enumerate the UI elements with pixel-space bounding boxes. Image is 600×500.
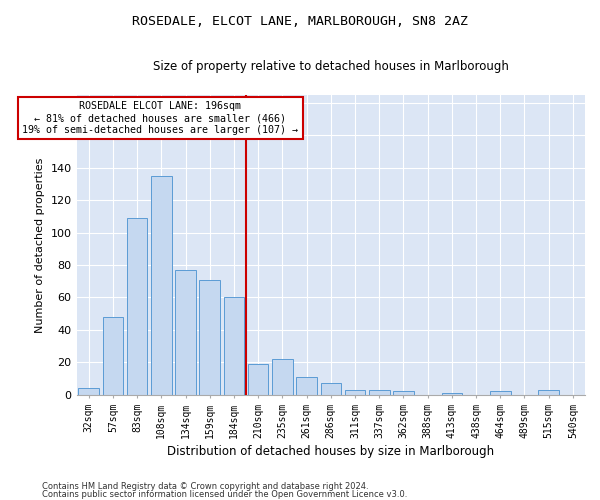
Bar [175,270,196,394]
Bar [345,390,365,394]
Bar [151,176,172,394]
Bar [538,390,559,394]
Y-axis label: Number of detached properties: Number of detached properties [35,157,45,332]
Text: ROSEDALE ELCOT LANE: 196sqm
← 81% of detached houses are smaller (466)
19% of se: ROSEDALE ELCOT LANE: 196sqm ← 81% of det… [22,102,298,134]
Bar [393,392,414,394]
Bar [272,359,293,394]
Bar [442,393,462,394]
Title: Size of property relative to detached houses in Marlborough: Size of property relative to detached ho… [153,60,509,73]
Text: Contains public sector information licensed under the Open Government Licence v3: Contains public sector information licen… [42,490,407,499]
Bar [127,218,148,394]
Bar [320,384,341,394]
Bar [79,388,99,394]
Text: ROSEDALE, ELCOT LANE, MARLBOROUGH, SN8 2AZ: ROSEDALE, ELCOT LANE, MARLBOROUGH, SN8 2… [132,15,468,28]
Bar [369,390,389,394]
X-axis label: Distribution of detached houses by size in Marlborough: Distribution of detached houses by size … [167,444,494,458]
Text: Contains HM Land Registry data © Crown copyright and database right 2024.: Contains HM Land Registry data © Crown c… [42,482,368,491]
Bar [490,392,511,394]
Bar [199,280,220,394]
Bar [224,298,244,394]
Bar [103,317,123,394]
Bar [296,377,317,394]
Bar [248,364,268,394]
